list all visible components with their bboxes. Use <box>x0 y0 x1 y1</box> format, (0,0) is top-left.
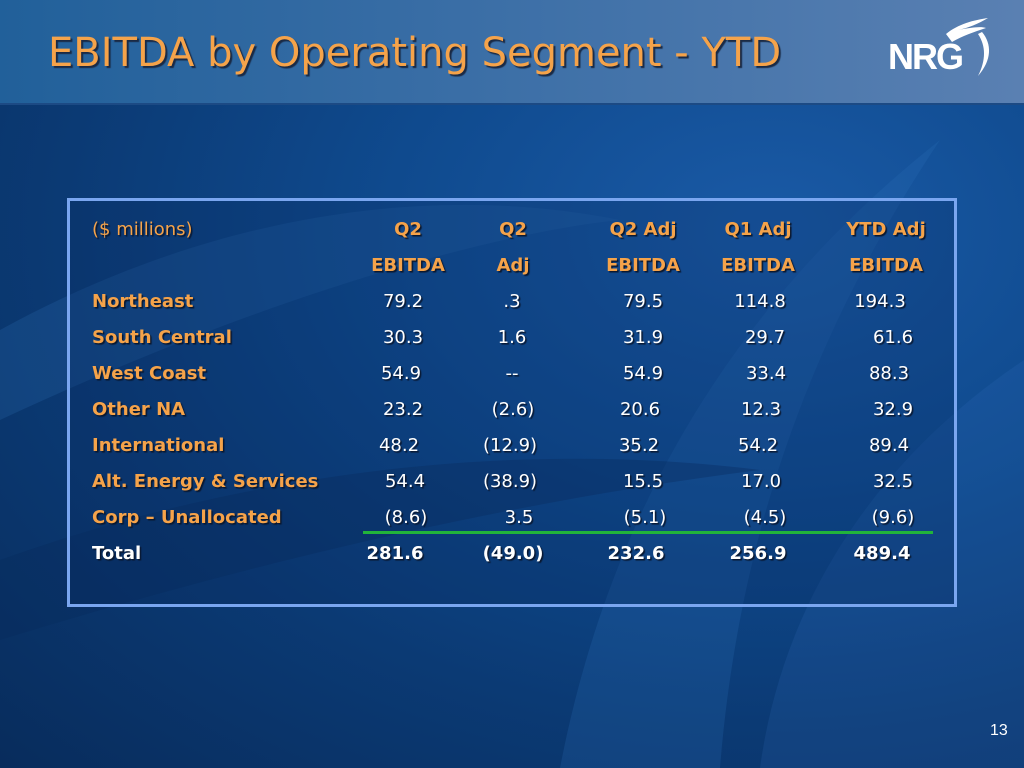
ebitda-table: ($ millions) Q2 EBITDA Q2 Adj Q2 Adj EBI… <box>67 198 957 607</box>
row-label: Corp – Unallocated <box>92 507 282 528</box>
row-label: International <box>92 435 225 456</box>
total-rule <box>363 531 933 534</box>
table-cell: 54.9 <box>622 363 664 384</box>
logo-text: NRG <box>888 36 964 77</box>
column-header-line1: Q2 <box>499 219 527 240</box>
logo-swoosh-icon <box>946 18 990 76</box>
column-header-line1: Q1 Adj <box>724 219 792 240</box>
total-cell: 489.4 <box>853 543 911 564</box>
table-cell: 54.4 <box>384 471 426 492</box>
column-header-line2: EBITDA <box>721 255 795 276</box>
page-number: 13 <box>990 722 1008 739</box>
table-cell: (12.9) <box>482 435 538 456</box>
header-band <box>0 0 1024 105</box>
table-cell: 1.6 <box>497 327 527 348</box>
table-cell: .3 <box>503 291 521 312</box>
table-cell: 79.5 <box>622 291 664 312</box>
row-label: South Central <box>92 327 232 348</box>
column-header-line1: Q2 <box>394 219 422 240</box>
table-cell: -- <box>505 363 519 384</box>
row-label: Alt. Energy & Services <box>92 471 319 492</box>
units-label: ($ millions) <box>92 219 193 240</box>
table-cell: (4.5) <box>743 507 787 528</box>
table-cell: 88.3 <box>868 363 910 384</box>
nrg-logo: NRG <box>884 14 999 78</box>
table-cell: (5.1) <box>623 507 667 528</box>
total-cell: 256.9 <box>729 543 787 564</box>
table-cell: 48.2 <box>378 435 420 456</box>
total-cell: 281.6 <box>366 543 424 564</box>
table-cell: (2.6) <box>491 399 535 420</box>
slide-title: EBITDA by Operating Segment - YTD <box>48 30 782 76</box>
table-cell: 29.7 <box>744 327 786 348</box>
total-cell: 232.6 <box>607 543 665 564</box>
table-cell: 31.9 <box>622 327 664 348</box>
column-header-line2: EBITDA <box>371 255 445 276</box>
table-cell: 54.9 <box>380 363 422 384</box>
table-cell: (38.9) <box>482 471 538 492</box>
column-header-line2: EBITDA <box>849 255 923 276</box>
total-label: Total <box>92 543 142 564</box>
table-cell: (9.6) <box>871 507 915 528</box>
table-cell: 23.2 <box>382 399 424 420</box>
table-cell: 12.3 <box>740 399 782 420</box>
table-cell: 15.5 <box>622 471 664 492</box>
table-cell: 33.4 <box>745 363 787 384</box>
row-label: Northeast <box>92 291 194 312</box>
column-header-line2: Adj <box>496 255 530 276</box>
row-label: West Coast <box>92 363 207 384</box>
table-cell: (8.6) <box>384 507 428 528</box>
table-cell: 3.5 <box>504 507 534 528</box>
table-cell: 54.2 <box>737 435 779 456</box>
column-header-line2: EBITDA <box>606 255 680 276</box>
column-header-line1: Q2 Adj <box>609 219 677 240</box>
table-cell: 89.4 <box>868 435 910 456</box>
table-cell: 114.8 <box>734 291 786 312</box>
table-cell: 17.0 <box>740 471 782 492</box>
table-cell: 35.2 <box>618 435 660 456</box>
row-label: Other NA <box>92 399 186 420</box>
column-header-line1: YTD Adj <box>846 219 926 240</box>
table-cell: 61.6 <box>872 327 914 348</box>
total-cell: (49.0) <box>482 543 544 564</box>
table-cell: 20.6 <box>619 399 661 420</box>
table-cell: 30.3 <box>382 327 424 348</box>
table-cell: 194.3 <box>854 291 906 312</box>
table-cell: 32.9 <box>872 399 914 420</box>
table-cell: 32.5 <box>872 471 914 492</box>
table-cell: 79.2 <box>382 291 424 312</box>
